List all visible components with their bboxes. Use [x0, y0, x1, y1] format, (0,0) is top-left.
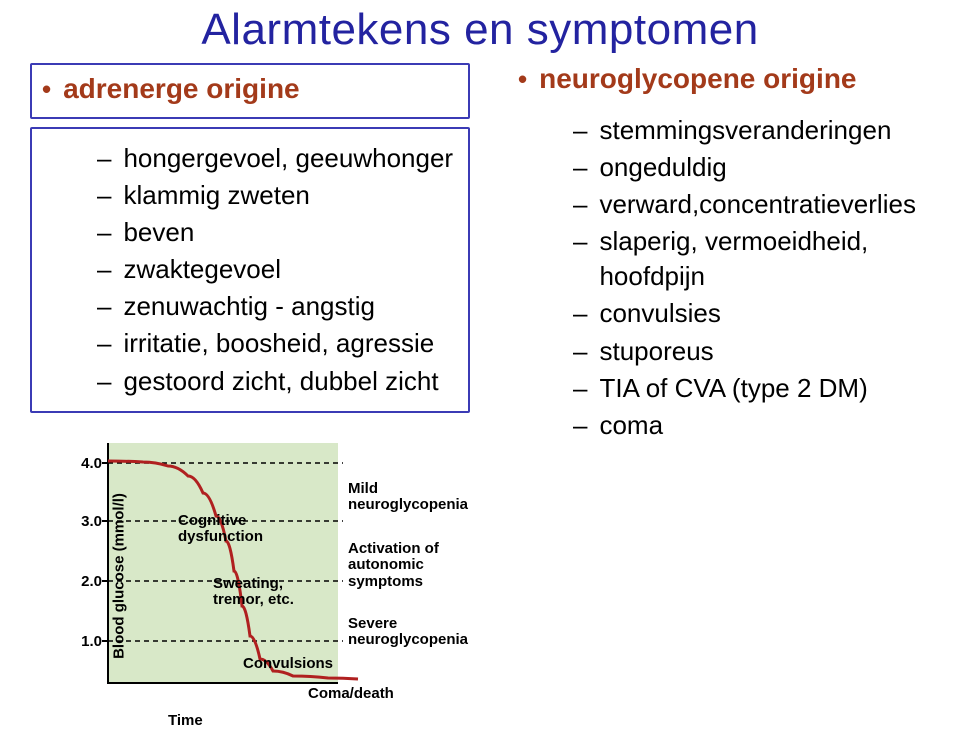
dash-icon: –	[97, 145, 111, 171]
list-item: –TIA of CVA (type 2 DM)	[573, 371, 930, 406]
dash-icon: –	[573, 338, 587, 364]
list-item: –stemmingsveranderingen	[573, 113, 930, 148]
list-item: –stuporeus	[573, 334, 930, 369]
annot-activation: Activation ofautonomicsymptoms	[348, 541, 439, 591]
list-item: –gestoord zicht, dubbel zicht	[97, 364, 458, 399]
dash-icon: –	[573, 117, 587, 143]
list-item-text: zenuwachtig - angstig	[123, 289, 374, 324]
list-item: –klammig zweten	[97, 178, 458, 213]
right-column: • neuroglycopene origine –stemmingsveran…	[500, 63, 930, 445]
annot-cognitive: Cognitivedysfunction	[178, 513, 263, 546]
left-heading: • adrenerge origine	[42, 73, 458, 105]
x-axis-label: Time	[168, 712, 203, 729]
list-item: –convulsies	[573, 296, 930, 331]
dash-icon: –	[573, 191, 587, 217]
ytick-2: 2.0	[72, 573, 102, 590]
list-item-text: irritatie, boosheid, agressie	[123, 326, 434, 361]
page-title: Alarmtekens en symptomen	[0, 0, 960, 55]
dash-icon: –	[97, 293, 111, 319]
list-item-text: zwaktegevoel	[123, 252, 281, 287]
list-item-text: gestoord zicht, dubbel zicht	[123, 364, 438, 399]
dash-icon: –	[97, 368, 111, 394]
list-item-text: stuporeus	[599, 334, 713, 369]
list-item: –ongeduldig	[573, 150, 930, 185]
list-item: –slaperig, vermoeidheid, hoofdpijn	[573, 224, 930, 294]
annot-convulsions: Convulsions	[243, 656, 333, 673]
ytick-1: 1.0	[72, 633, 102, 650]
left-heading-text: adrenerge origine	[63, 73, 300, 105]
list-item: –zwaktegevoel	[97, 252, 458, 287]
dash-icon: –	[97, 219, 111, 245]
right-heading: • neuroglycopene origine	[510, 63, 930, 95]
list-item-text: verward,concentratieverlies	[599, 187, 915, 222]
right-heading-text: neuroglycopene origine	[539, 63, 856, 95]
list-item: –zenuwachtig - angstig	[97, 289, 458, 324]
ytick-4: 4.0	[72, 455, 102, 472]
list-item-text: convulsies	[599, 296, 720, 331]
list-item-text: klammig zweten	[123, 178, 309, 213]
list-item: –beven	[97, 215, 458, 250]
left-list: –hongergevoel, geeuwhonger–klammig zwete…	[42, 137, 458, 399]
left-list-frame: –hongergevoel, geeuwhonger–klammig zwete…	[30, 127, 470, 413]
dash-icon: –	[97, 256, 111, 282]
dash-icon: –	[573, 154, 587, 180]
list-item: –verward,concentratieverlies	[573, 187, 930, 222]
list-item-text: stemmingsveranderingen	[599, 113, 891, 148]
dash-icon: –	[573, 412, 587, 438]
left-heading-frame: • adrenerge origine	[30, 63, 470, 119]
bullet-icon: •	[42, 76, 51, 102]
dash-icon: –	[97, 182, 111, 208]
bullet-icon: •	[518, 66, 527, 92]
list-item-text: slaperig, vermoeidheid, hoofdpijn	[599, 224, 930, 294]
list-item-text: hongergevoel, geeuwhonger	[123, 141, 453, 176]
y-axis-label: Blood glucose (mmol/l)	[110, 493, 127, 659]
right-list: –stemmingsveranderingen–ongeduldig–verwa…	[510, 109, 930, 443]
list-item: –hongergevoel, geeuwhonger	[97, 141, 458, 176]
dash-icon: –	[573, 375, 587, 401]
dash-icon: –	[573, 228, 587, 254]
annot-severe: Severeneuroglycopenia	[348, 616, 468, 649]
list-item-text: ongeduldig	[599, 150, 726, 185]
left-column: • adrenerge origine –hongergevoel, geeuw…	[30, 63, 470, 731]
list-item-text: coma	[599, 408, 663, 443]
columns: • adrenerge origine –hongergevoel, geeuw…	[0, 55, 960, 731]
list-item: –coma	[573, 408, 930, 443]
annot-sweating: Sweating,tremor, etc.	[213, 576, 294, 609]
list-item-text: beven	[123, 215, 194, 250]
dash-icon: –	[97, 330, 111, 356]
list-item-text: TIA of CVA (type 2 DM)	[599, 371, 867, 406]
annot-coma: Coma/death	[308, 686, 394, 703]
glucose-chart: Blood glucose (mmol/l) Time 4.0 3.0 2.0 …	[48, 421, 498, 731]
dash-icon: –	[573, 300, 587, 326]
ytick-3: 3.0	[72, 513, 102, 530]
list-item: –irritatie, boosheid, agressie	[97, 326, 458, 361]
annot-mild: Mildneuroglycopenia	[348, 481, 468, 514]
